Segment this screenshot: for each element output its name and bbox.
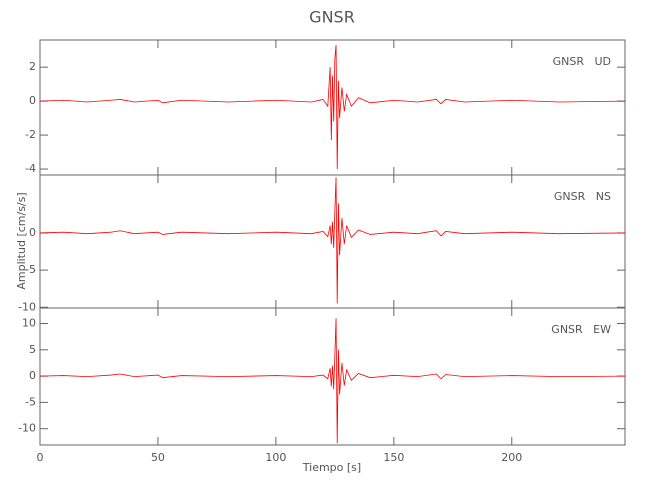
x-tick-label: 50 xyxy=(151,451,165,464)
x-tick-label: 100 xyxy=(265,451,286,464)
trace-label: GNSR NS xyxy=(554,190,611,203)
y-tick-label: -10 xyxy=(18,300,36,313)
y-axis-label: Amplitud [cm/s/s] xyxy=(15,192,28,289)
y-tick-label: 5 xyxy=(29,343,36,356)
plot-frame xyxy=(39,174,626,309)
y-tick-label: -5 xyxy=(25,395,36,408)
plot-frame xyxy=(39,39,626,176)
y-tick-label: 0 xyxy=(29,94,36,107)
x-axis-label: Tiempo [s] xyxy=(302,461,361,474)
y-tick-label: 0 xyxy=(29,369,36,382)
trace xyxy=(39,177,626,304)
trace xyxy=(39,45,626,170)
y-tick-label: -4 xyxy=(25,162,36,175)
x-tick-label: 0 xyxy=(37,451,44,464)
y-tick-label: -10 xyxy=(18,422,36,435)
y-tick-label: -5 xyxy=(25,263,36,276)
y-tick-label: 0 xyxy=(29,226,36,239)
trace-label: GNSR UD xyxy=(553,55,611,68)
chart-title: GNSR xyxy=(309,8,355,27)
trace xyxy=(39,318,626,444)
x-tick-label: 200 xyxy=(501,451,522,464)
y-tick-label: -2 xyxy=(25,128,36,141)
y-tick-label: 2 xyxy=(29,60,36,73)
x-tick-label: 150 xyxy=(383,451,404,464)
y-tick-label: 10 xyxy=(22,317,36,330)
trace-label: GNSR EW xyxy=(551,323,611,336)
